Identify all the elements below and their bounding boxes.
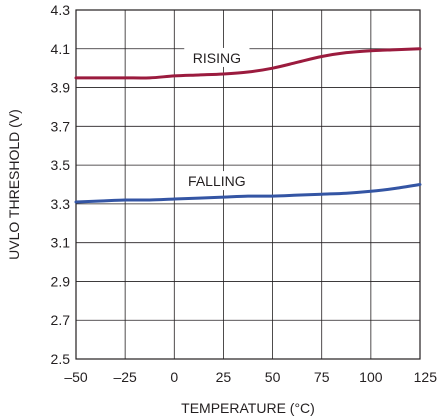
y-tick-label: 2.5 (51, 351, 71, 367)
y-tick-label: 4.1 (51, 41, 71, 57)
x-tick-label: 125 (414, 369, 438, 385)
x-tick-label: 25 (216, 369, 232, 385)
y-tick-label: 2.7 (51, 312, 71, 328)
y-axis-label: UVLO THRESHOLD (V) (6, 109, 22, 260)
y-tick-label: 3.7 (51, 118, 71, 134)
y-tick-label: 3.5 (51, 157, 71, 173)
x-tick-label: –25 (113, 369, 137, 385)
series-label-background (184, 47, 250, 67)
x-tick-label: 0 (170, 369, 178, 385)
plot-area: RISING FALLING (74, 9, 422, 360)
y-tick-labels: 2.5 2.7 2.9 3.1 3.3 3.5 3.7 3.9 4.1 4.3 (51, 2, 71, 367)
series-label-falling: FALLING (188, 173, 246, 189)
x-tick-label: –50 (64, 369, 88, 385)
series-label-layer: RISING FALLING (179, 47, 255, 191)
series-label-background (179, 171, 255, 191)
x-tick-label: 75 (314, 369, 330, 385)
series-line-rising (74, 47, 422, 80)
series-line-falling (74, 183, 422, 204)
y-tick-label: 3.9 (51, 80, 71, 96)
x-tick-label: 100 (359, 369, 383, 385)
series-label-rising: RISING (193, 50, 241, 66)
x-tick-label: 50 (265, 369, 281, 385)
y-tick-label: 4.3 (51, 2, 71, 18)
y-tick-label: 3.1 (51, 235, 71, 251)
series-layer (74, 47, 422, 204)
x-tick-labels: –50 –25 0 25 50 75 100 125 (64, 369, 437, 385)
x-axis-label: TEMPERATURE (°C) (181, 400, 315, 416)
y-tick-label: 3.3 (51, 196, 71, 212)
y-tick-label: 2.9 (51, 273, 71, 289)
